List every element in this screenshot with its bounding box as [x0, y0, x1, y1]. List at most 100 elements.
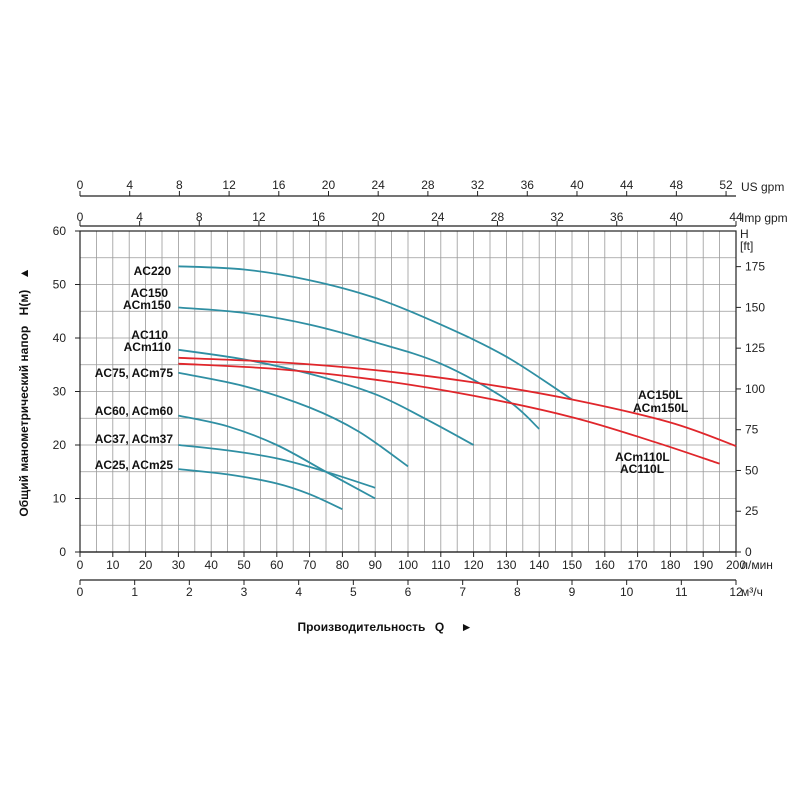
lpm-tick-label: 150 [562, 558, 582, 572]
us-gpm-tick-label: 28 [421, 178, 435, 192]
x-axis-symbol: Q [435, 620, 444, 634]
m3h-tick-label: 4 [295, 585, 302, 599]
y-meters-tick-label: 0 [59, 545, 66, 559]
curve-ac37-acm37 [178, 444, 376, 489]
us-gpm-tick-label: 12 [222, 178, 236, 192]
imp-gpm-unit: Imp gpm [741, 211, 788, 225]
us-gpm-tick-label: 4 [126, 178, 133, 192]
imp-gpm-tick-label: 20 [372, 210, 386, 224]
imp-gpm-tick-label: 16 [312, 210, 326, 224]
y-meters-tick-label: 30 [53, 385, 67, 399]
lpm-axis: 0 10 20 30 40 50 60 70 80 90 100 110 120 130 140 150 160… [77, 551, 746, 572]
label-acm150: ACm150 [123, 298, 171, 312]
label-ac110: AC110 [131, 328, 168, 342]
imp-gpm-tick-label: 28 [491, 210, 505, 224]
us-gpm-tick-label: 24 [372, 178, 386, 192]
y-meters-tick-label: 10 [53, 492, 67, 506]
lpm-tick-label: 100 [398, 558, 418, 572]
label-acm110l: ACm110L [615, 450, 670, 464]
curve-ac110-acm110 [178, 348, 475, 446]
grid [80, 231, 736, 552]
y-feet-tick-label: 25 [745, 504, 759, 518]
y-meters-tick-label: 40 [53, 331, 67, 345]
m3h-tick-label: 7 [459, 585, 466, 599]
x-axis-arrow: ► [461, 620, 473, 634]
curve-ac60-acm60 [178, 414, 376, 500]
y-feet-tick-label: 100 [745, 382, 765, 396]
y-axis-arrow: ▲ [17, 267, 31, 279]
svg-text:Общий манометрический напор: Общий манометрический напор H(м) ▲ [15, 267, 32, 516]
lpm-tick-label: 190 [693, 558, 713, 572]
lpm-tick-label: 120 [464, 558, 484, 572]
curve-acm110l-ac110l [178, 362, 720, 465]
y-feet-tick-label: 150 [745, 300, 765, 314]
y-axis-symbol: H(м) [17, 290, 31, 316]
imp-gpm-tick-label: 36 [610, 210, 624, 224]
us-gpm-tick-label: 8 [176, 178, 183, 192]
us-gpm-tick-label: 0 [77, 178, 84, 192]
m3h-tick-label: 0 [77, 585, 84, 599]
y-feet-tick-label: 0 [745, 545, 752, 559]
lpm-tick-label: 170 [628, 558, 648, 572]
y-feet-unit-bottom: [ft] [740, 239, 753, 253]
lpm-tick-label: 10 [106, 558, 120, 572]
imp-gpm-tick-label: 32 [550, 210, 564, 224]
lpm-tick-label: 50 [237, 558, 251, 572]
label-acm110: ACm110 [124, 340, 172, 354]
label-ac25: AC25, ACm25 [95, 458, 174, 472]
lpm-tick-label: 20 [139, 558, 153, 572]
m3h-unit: м³/ч [741, 585, 763, 599]
svg-text:Производительность Q ►: Производительность Q ► [297, 618, 472, 635]
lpm-tick-label: 90 [369, 558, 383, 572]
lpm-tick-label: 80 [336, 558, 350, 572]
label-ac220: AC220 [134, 264, 172, 278]
lpm-tick-label: 0 [77, 558, 84, 572]
imp-gpm-tick-label: 44 [729, 210, 743, 224]
m3h-tick-label: 2 [186, 585, 193, 599]
label-ac60: AC60, ACm60 [95, 404, 174, 418]
curves [178, 265, 737, 511]
label-ac75: AC75, ACm75 [95, 366, 174, 380]
label-ac150l: AC150L [638, 388, 683, 402]
m3h-tick-label: 8 [514, 585, 521, 599]
m3h-tick-label: 11 [675, 585, 688, 599]
y-meters-tick-label: 50 [53, 278, 67, 292]
us-gpm-tick-label: 52 [719, 178, 733, 192]
imp-gpm-tick-label: 8 [196, 210, 203, 224]
lpm-tick-label: 40 [205, 558, 219, 572]
m3h-tick-label: 9 [569, 585, 576, 599]
y-feet-tick-label: 75 [745, 423, 759, 437]
y-meters-tick-label: 60 [53, 224, 67, 238]
curve-ac25-acm25 [178, 468, 343, 511]
m3h-axis: 0 1 2 3 4 5 6 7 8 9 10 11 12 [77, 579, 743, 599]
y-axis-title-text: Общий манометрический напор [17, 326, 31, 517]
lpm-tick-label: 30 [172, 558, 186, 572]
m3h-tick-label: 1 [131, 585, 138, 599]
x-axis-title-text: Производительность [297, 620, 425, 634]
us-gpm-tick-label: 32 [471, 178, 485, 192]
lpm-tick-label: 180 [660, 558, 680, 572]
y-feet-tick-label: 125 [745, 341, 765, 355]
label-ac110l: AC110L [620, 462, 664, 476]
y-feet-tick-label: 50 [745, 463, 759, 477]
label-ac37: AC37, ACm37 [95, 432, 174, 446]
lpm-tick-label: 70 [303, 558, 317, 572]
y-feet-tick-label: 175 [745, 260, 765, 274]
y-meters-axis: 0 10 20 30 40 50 60 [53, 224, 80, 559]
curve-ac220 [178, 265, 573, 401]
us-gpm-tick-label: 48 [670, 178, 684, 192]
m3h-tick-label: 12 [729, 585, 743, 599]
us-gpm-tick-label: 44 [620, 178, 634, 192]
lpm-tick-label: 160 [595, 558, 615, 572]
imp-gpm-tick-label: 0 [77, 210, 84, 224]
m3h-tick-label: 6 [405, 585, 412, 599]
imp-gpm-tick-label: 12 [252, 210, 266, 224]
y-feet-unit-top: H [740, 227, 749, 241]
m3h-tick-label: 5 [350, 585, 357, 599]
label-acm150l: ACm150L [633, 401, 688, 415]
y-axis-title: Общий манометрический напор H(м) ▲ [15, 267, 32, 516]
us-gpm-tick-label: 20 [322, 178, 336, 192]
imp-gpm-tick-label: 24 [431, 210, 445, 224]
label-ac150: AC150 [131, 286, 169, 300]
